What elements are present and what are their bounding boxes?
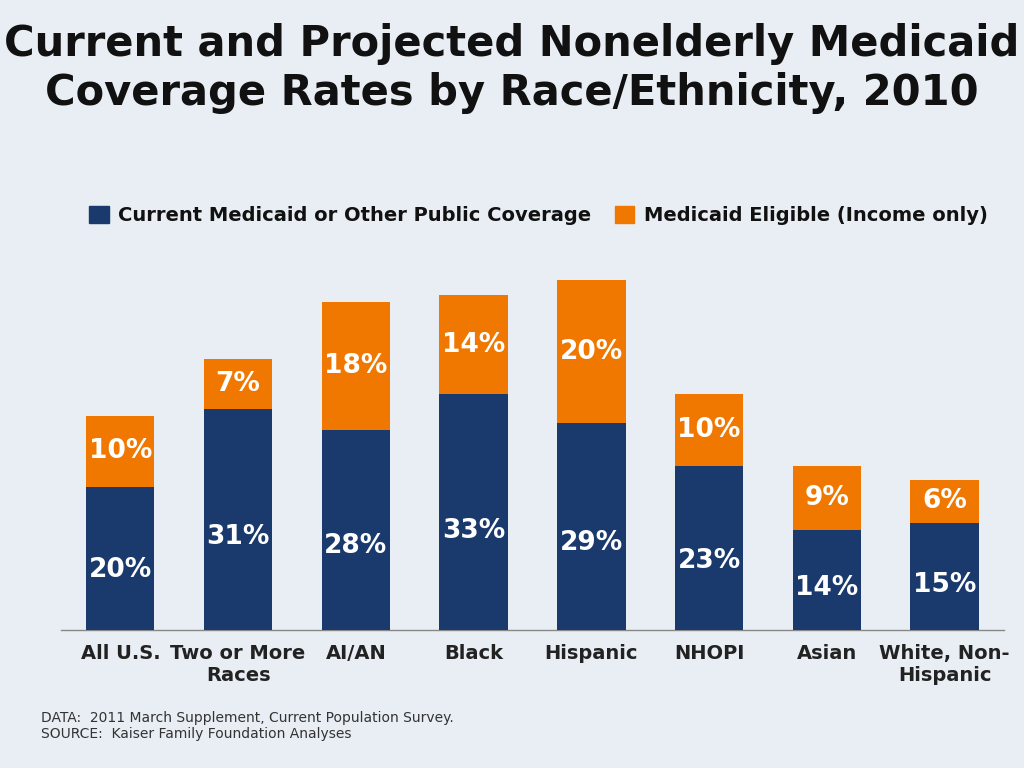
Bar: [204, 359, 272, 409]
Text: 29%: 29%: [560, 530, 623, 556]
Text: DATA:  2011 March Supplement, Current Population Survey.
SOURCE:  Kaiser Family : DATA: 2011 March Supplement, Current Pop…: [41, 711, 454, 741]
Text: 18%: 18%: [325, 353, 387, 379]
Text: 33%: 33%: [442, 518, 505, 544]
Bar: [675, 395, 743, 465]
Text: 9%: 9%: [805, 485, 849, 511]
Bar: [204, 409, 272, 630]
Bar: [910, 480, 979, 523]
Bar: [86, 415, 155, 487]
Text: 20%: 20%: [89, 557, 152, 583]
Bar: [793, 530, 861, 630]
Bar: [557, 280, 626, 423]
Text: 10%: 10%: [89, 439, 152, 465]
Bar: [322, 430, 390, 630]
Text: 28%: 28%: [325, 533, 387, 559]
Text: 7%: 7%: [216, 371, 260, 397]
Bar: [910, 523, 979, 630]
Bar: [557, 423, 626, 630]
Bar: [86, 487, 155, 630]
Legend: Current Medicaid or Other Public Coverage, Medicaid Eligible (Income only): Current Medicaid or Other Public Coverag…: [81, 198, 995, 233]
Text: 15%: 15%: [913, 572, 976, 598]
Text: 6%: 6%: [923, 488, 967, 515]
Bar: [439, 295, 508, 395]
Text: 31%: 31%: [207, 524, 269, 550]
Bar: [675, 465, 743, 630]
Bar: [322, 302, 390, 430]
Text: 14%: 14%: [442, 332, 505, 357]
Text: Current and Projected Nonelderly Medicaid
Coverage Rates by Race/Ethnicity, 2010: Current and Projected Nonelderly Medicai…: [4, 23, 1020, 114]
Bar: [793, 465, 861, 530]
Text: 14%: 14%: [796, 574, 858, 601]
Text: 23%: 23%: [678, 548, 740, 574]
Text: 20%: 20%: [560, 339, 623, 365]
Bar: [439, 395, 508, 630]
Text: 10%: 10%: [678, 417, 740, 443]
